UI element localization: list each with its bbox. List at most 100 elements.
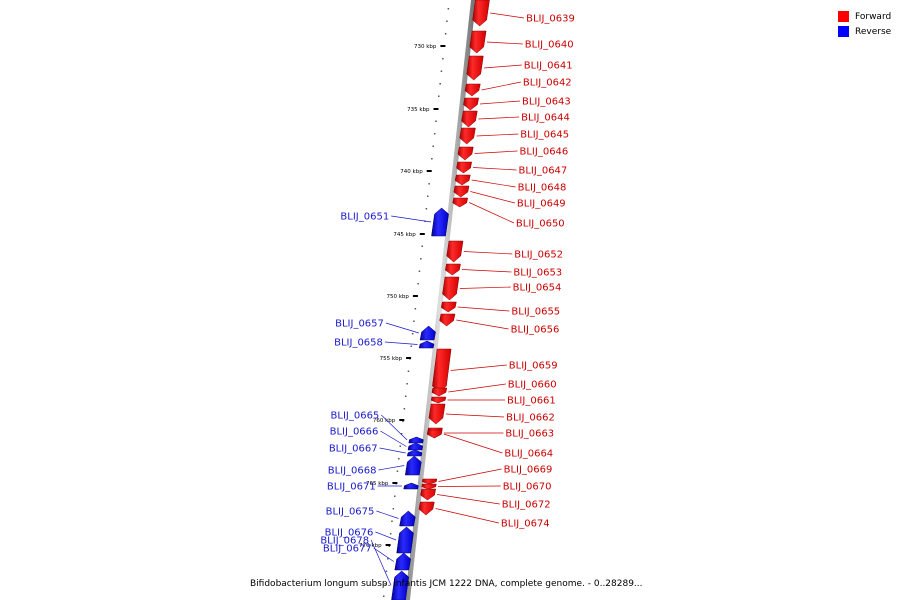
position-dot: [383, 595, 385, 597]
gene-label-blij_0657[interactable]: BLIJ_0657: [335, 319, 384, 330]
tick-label: 735 kbp: [407, 107, 430, 113]
label-leaders: [370, 12, 525, 586]
gene-arrow-blij_0667: [406, 449, 423, 457]
tick-label: 765 kbp: [366, 481, 389, 487]
gene-arrow-blij_0662: [428, 403, 446, 425]
gene-label-blij_0645[interactable]: BLIJ_0645: [520, 130, 569, 141]
gene-label-blij_0643[interactable]: BLIJ_0643: [522, 97, 571, 108]
gene-arrow-blij_0652: [446, 240, 464, 263]
gene-label-blij_0678[interactable]: BLIJ_0678: [320, 536, 369, 547]
position-dot: [384, 583, 386, 585]
position-dot: [435, 120, 437, 122]
tick-mark: [385, 544, 391, 546]
gene-label-blij_0647[interactable]: BLIJ_0647: [519, 166, 568, 177]
leader-line: [380, 430, 407, 447]
gene-label-blij_0650[interactable]: BLIJ_0650: [516, 219, 565, 230]
kbp-ticks: 730 kbp 735 kbp 740 kbp 745 kbp 750 kbp 755 k…: [359, 44, 446, 549]
gene-label-blij_0660[interactable]: BLIJ_0660: [508, 380, 557, 391]
tick-mark: [406, 357, 412, 359]
gene-label-blij_0665[interactable]: BLIJ_0665: [331, 411, 380, 422]
gene-label-blij_0670[interactable]: BLIJ_0670: [503, 482, 552, 493]
position-dot: [398, 458, 400, 460]
gene-arrow-blij_0648: [454, 174, 471, 186]
position-dot: [439, 83, 441, 85]
gene-label-blij_0659[interactable]: BLIJ_0659: [509, 361, 558, 372]
tick-label: 730 kbp: [414, 44, 437, 50]
leader-line: [456, 319, 509, 330]
position-dot: [433, 133, 436, 135]
gene-label-blij_0661[interactable]: BLIJ_0661: [507, 396, 556, 407]
gene-label-blij_0664[interactable]: BLIJ_0664: [504, 449, 553, 460]
gene-arrow-blij_0639: [472, 0, 490, 27]
position-dot: [403, 408, 406, 410]
tick-mark: [399, 419, 405, 421]
gene-arrow-blij_0669: [422, 478, 438, 485]
gene-label-blij_0668[interactable]: BLIJ_0668: [328, 466, 377, 477]
gene-label-blij_0654[interactable]: BLIJ_0654: [513, 283, 562, 294]
leader-line: [480, 100, 521, 105]
gene-arrow-blij_0658: [418, 340, 435, 349]
gene-label-blij_0642[interactable]: BLIJ_0642: [523, 78, 572, 89]
genome-caption: Bifidobacterium longum subsp. infantis J…: [250, 579, 643, 589]
gene-arrow-blij_0661: [430, 396, 447, 404]
gene-label-blij_0649[interactable]: BLIJ_0649: [517, 199, 566, 210]
legend-reverse-label: Reverse: [855, 26, 892, 37]
gene-label-blij_0644[interactable]: BLIJ_0644: [521, 113, 570, 124]
leader-line: [470, 191, 515, 204]
gene-label-blij_0648[interactable]: BLIJ_0648: [518, 183, 567, 194]
gene-arrow-blij_0654: [442, 276, 460, 301]
gene-label-blij_0663[interactable]: BLIJ_0663: [505, 429, 554, 440]
position-dot: [427, 195, 429, 197]
gene-arrow-blij_0653: [445, 263, 461, 276]
tick-mark: [392, 482, 398, 484]
tick-label: 770 kbp: [359, 543, 382, 549]
gene-label-blij_0662[interactable]: BLIJ_0662: [506, 413, 555, 424]
position-dot: [411, 333, 414, 335]
leader-line: [486, 41, 523, 45]
gene-arrow-blij_0665: [408, 436, 424, 444]
gene-label-blij_0677[interactable]: BLIJ_0677: [323, 544, 372, 555]
gene-arrow-blij_0650: [452, 197, 469, 208]
gene-arrow-blij_0644: [461, 110, 478, 128]
gene-label-blij_0652[interactable]: BLIJ_0652: [514, 250, 563, 261]
gene-arrow-blij_0643: [463, 97, 480, 111]
leader-line: [435, 508, 499, 524]
gene-label-blij_0658[interactable]: BLIJ_0658: [334, 338, 383, 349]
tick-label: 755 kbp: [380, 356, 403, 362]
gene-label-blij_0674[interactable]: BLIJ_0674: [501, 519, 550, 530]
gene-label-blij_0646[interactable]: BLIJ_0646: [520, 147, 569, 158]
position-dot: [447, 8, 450, 10]
leader-line: [443, 433, 503, 454]
position-dot: [405, 395, 407, 397]
gene-arrow-blij_0657: [419, 325, 436, 341]
gene-label-blij_0653[interactable]: BLIJ_0653: [513, 268, 562, 279]
gene-arrow-blij_0641: [466, 55, 484, 81]
gene-label-blij_0656[interactable]: BLIJ_0656: [511, 325, 560, 336]
gene-label-blij_0675[interactable]: BLIJ_0675: [326, 507, 375, 518]
gene-arrow-blij_0640: [469, 30, 487, 54]
gene-arrow-blij_0660: [431, 387, 448, 397]
gene-arrow-blij_0649: [453, 185, 470, 198]
position-dot: [418, 270, 421, 272]
gene-label-blij_0676[interactable]: BLIJ_0676: [325, 528, 374, 539]
leader-line: [373, 547, 394, 562]
gene-label-blij_0640[interactable]: BLIJ_0640: [525, 40, 574, 51]
gene-label-blij_0655[interactable]: BLIJ_0655: [511, 307, 560, 318]
gene-label-blij_0641[interactable]: BLIJ_0641: [524, 61, 573, 72]
position-dot: [387, 558, 389, 560]
gene-label-blij_0667[interactable]: BLIJ_0667: [329, 444, 378, 455]
gene-label-blij_0669[interactable]: BLIJ_0669: [504, 465, 553, 476]
legend-forward: Forward: [838, 9, 891, 24]
gene-label-blij_0672[interactable]: BLIJ_0672: [502, 500, 551, 511]
gene-label-blij_0651[interactable]: BLIJ_0651: [340, 212, 389, 223]
tick-mark: [440, 45, 446, 47]
gene-label-blij_0639[interactable]: BLIJ_0639: [526, 14, 575, 25]
position-dot: [444, 33, 447, 35]
leader-line: [437, 485, 501, 487]
leader-line: [370, 539, 392, 586]
position-dot: [396, 470, 399, 472]
leader-line: [476, 133, 519, 137]
gene-label-blij_0666[interactable]: BLIJ_0666: [330, 427, 379, 438]
reverse-swatch: [838, 26, 849, 37]
gene-label-blij_0671[interactable]: BLIJ_0671: [327, 482, 376, 493]
